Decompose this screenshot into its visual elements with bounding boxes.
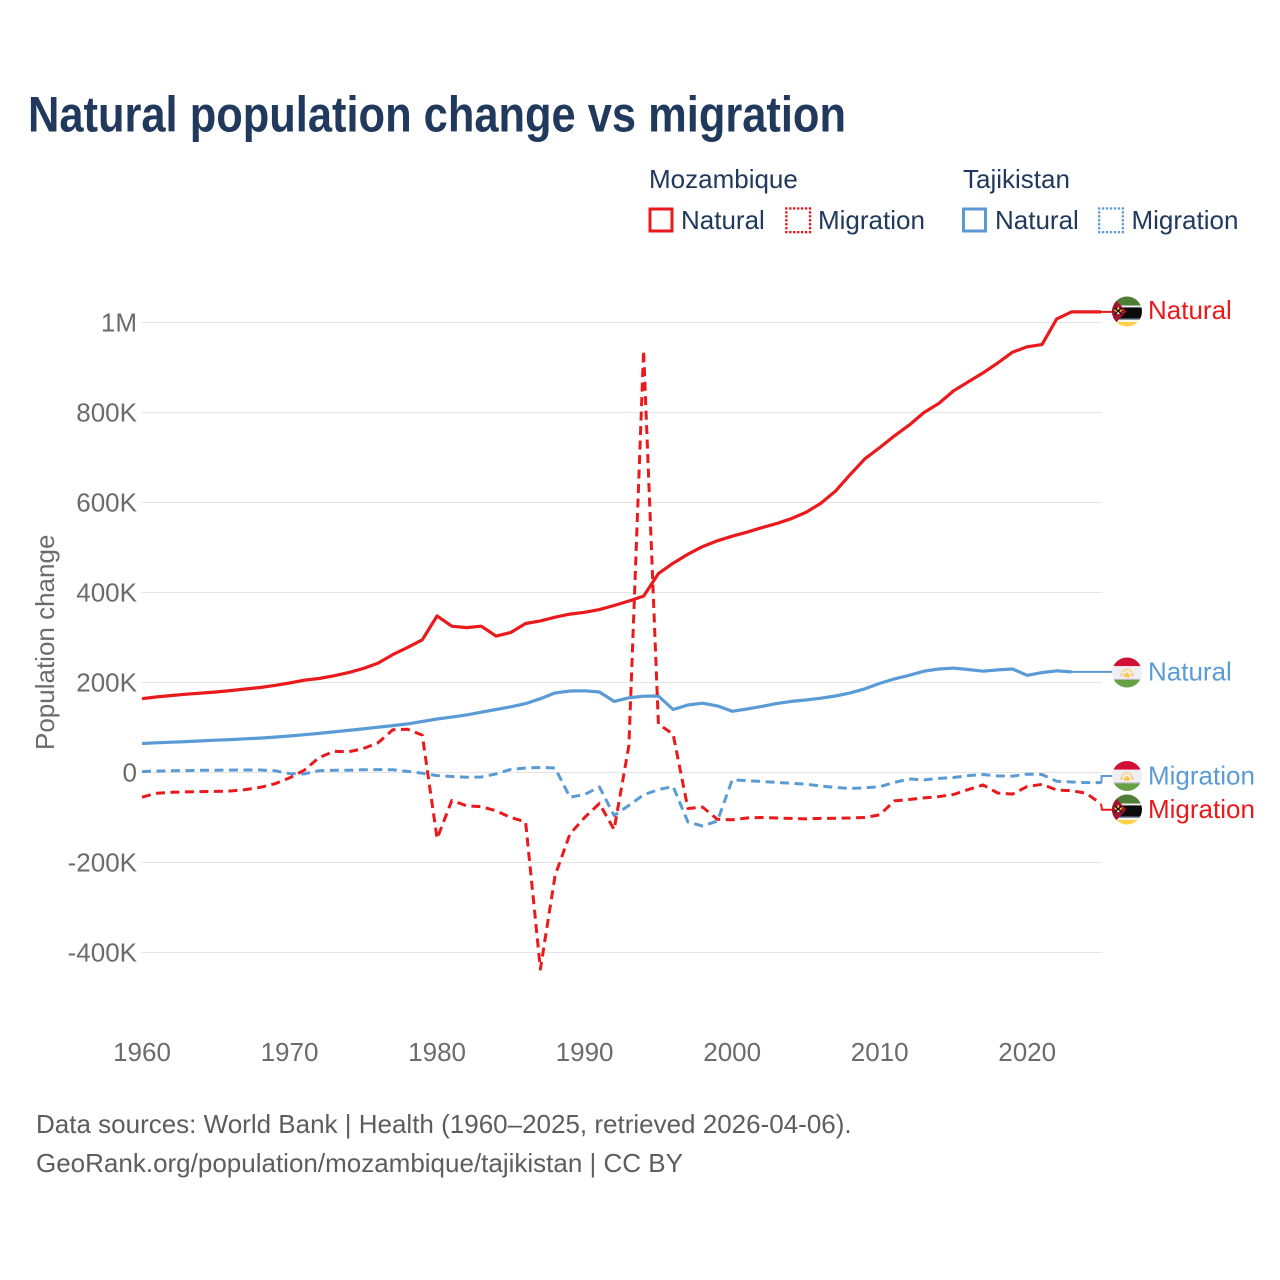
svg-text:2010: 2010 [851,1037,909,1067]
svg-text:-200K: -200K [68,848,138,878]
svg-text:1990: 1990 [556,1037,614,1067]
svg-text:1960: 1960 [113,1037,171,1067]
svg-text:Data sources: World Bank | Hea: Data sources: World Bank | Health (1960–… [36,1109,852,1139]
svg-text:2020: 2020 [998,1037,1056,1067]
svg-text:Tajikistan: Tajikistan [963,164,1070,194]
svg-text:0: 0 [123,758,137,788]
svg-text:Natural population change vs m: Natural population change vs migration [28,87,846,143]
svg-text:Population change: Population change [30,535,60,750]
svg-text:1980: 1980 [408,1037,466,1067]
svg-text:Migration: Migration [1148,794,1255,824]
svg-text:400K: 400K [76,578,137,608]
svg-text:GeoRank.org/population/mozambi: GeoRank.org/population/mozambique/tajiki… [36,1148,683,1178]
svg-text:Migration: Migration [1148,761,1255,791]
svg-text:2000: 2000 [703,1037,761,1067]
svg-text:1970: 1970 [261,1037,319,1067]
svg-text:Natural: Natural [1148,657,1232,687]
svg-text:Migration: Migration [1132,205,1239,235]
svg-text:600K: 600K [76,488,137,518]
svg-text:Natural: Natural [1148,295,1232,325]
svg-text:Migration: Migration [818,205,925,235]
svg-text:200K: 200K [76,668,137,698]
svg-text:-400K: -400K [68,938,138,968]
svg-text:1M: 1M [101,308,137,338]
svg-text:Mozambique: Mozambique [649,164,798,194]
svg-text:Natural: Natural [681,205,765,235]
svg-text:800K: 800K [76,398,137,428]
svg-text:Natural: Natural [995,205,1079,235]
